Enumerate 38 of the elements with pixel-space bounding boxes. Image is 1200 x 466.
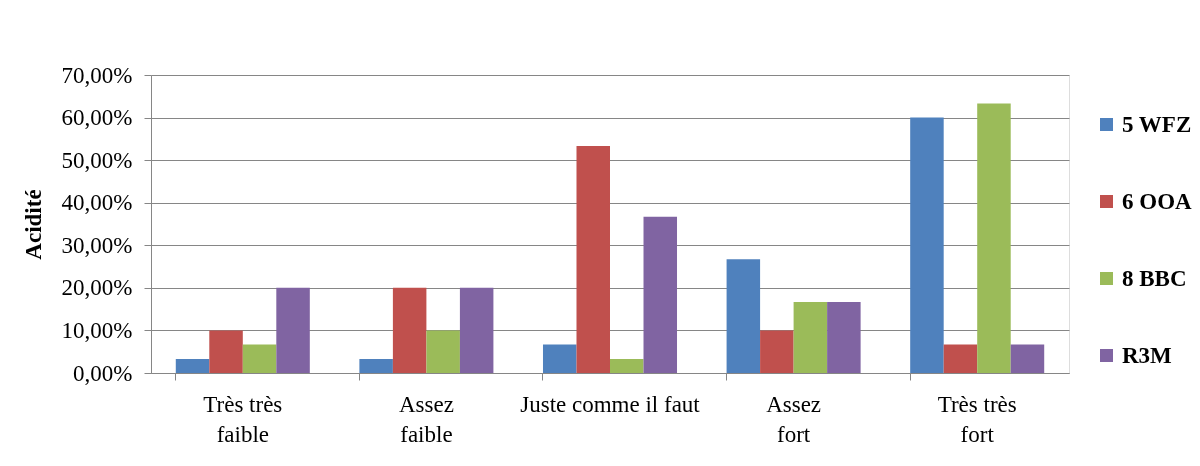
- y-tick-label: 0,00%: [73, 360, 133, 386]
- x-tick-label: Assez fort: [766, 391, 822, 447]
- bar: [276, 287, 310, 373]
- x-tick-label: Assez faible: [398, 391, 454, 447]
- bar: [209, 330, 243, 373]
- y-tick-label: 40,00%: [61, 190, 133, 216]
- y-tick-label: 50,00%: [61, 147, 133, 173]
- y-axis-title: Acidité: [20, 189, 46, 260]
- bar: [542, 344, 577, 373]
- y-tick-label: 30,00%: [61, 232, 133, 258]
- bar: [242, 344, 277, 373]
- bar: [943, 344, 978, 373]
- bar: [726, 259, 761, 373]
- bar: [359, 358, 393, 373]
- x-tick-label: Très très faible: [203, 391, 283, 447]
- bar: [426, 330, 460, 373]
- bar: [1010, 344, 1045, 373]
- legend-label: R3M: [1122, 342, 1173, 368]
- bar: [793, 301, 828, 373]
- legend-label: 8 BBC: [1122, 265, 1187, 291]
- bar: [610, 358, 644, 373]
- y-tick-label: 20,00%: [61, 275, 133, 301]
- x-tick-label: Juste comme il faut: [520, 391, 701, 417]
- bar: [760, 330, 794, 373]
- x-tick-label: Très très fort: [937, 391, 1017, 447]
- bar: [175, 358, 210, 373]
- bar: [576, 146, 610, 373]
- bar: [459, 287, 494, 373]
- y-tick-label: 10,00%: [61, 317, 133, 343]
- bar: [827, 301, 861, 373]
- bar: [643, 216, 678, 373]
- bar: [977, 103, 1011, 373]
- y-tick-label: 70,00%: [61, 62, 133, 88]
- legend-label: 5 WFZ: [1122, 111, 1192, 137]
- bar: [392, 287, 427, 373]
- legend-label: 6 OOA: [1122, 188, 1193, 214]
- y-tick-label: 60,00%: [61, 105, 133, 131]
- bar: [910, 117, 944, 373]
